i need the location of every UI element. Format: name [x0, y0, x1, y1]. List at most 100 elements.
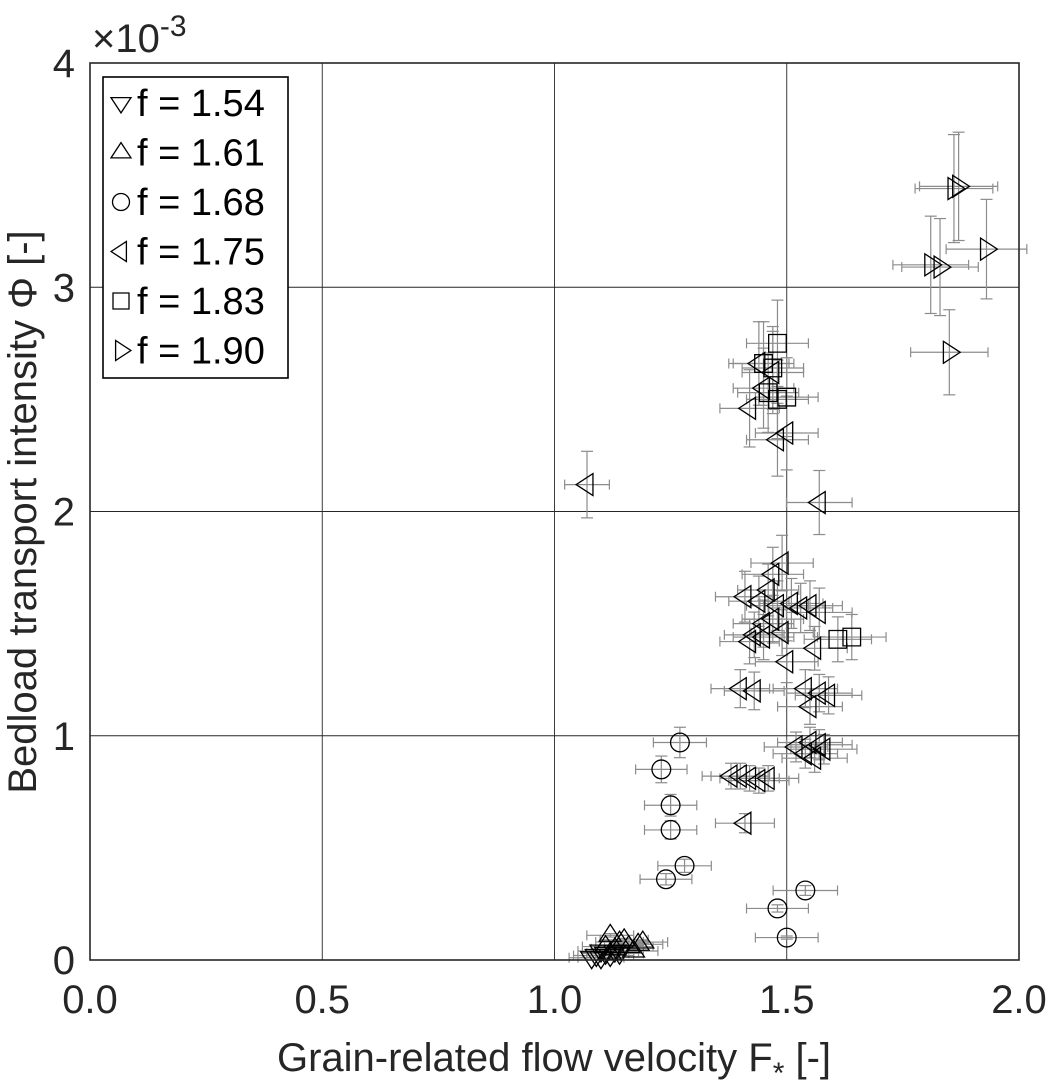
error-bar	[657, 858, 712, 874]
data-point	[947, 176, 967, 201]
data-point	[574, 472, 594, 497]
data-point	[732, 584, 752, 609]
data-point	[765, 427, 785, 452]
error-bar	[763, 731, 829, 763]
data-point	[793, 676, 812, 701]
data-point	[774, 420, 794, 446]
data-point	[952, 174, 971, 199]
data-point	[737, 629, 757, 654]
data-point	[768, 333, 787, 353]
data-point	[760, 360, 780, 385]
data-point	[807, 490, 826, 515]
error-bar	[745, 903, 809, 914]
data-point	[732, 811, 752, 836]
y-tick-labels: 0 1 2 3 4	[53, 42, 75, 983]
y-exponent-base: ×10	[92, 17, 160, 61]
x-tick-label: 2.0	[991, 978, 1047, 1022]
data-point	[760, 606, 780, 632]
error-bar	[643, 793, 698, 817]
y-tick-label: 1	[53, 715, 75, 759]
data-point	[933, 254, 953, 280]
x-tick-label: 1.0	[527, 978, 583, 1022]
legend-marker	[114, 339, 133, 362]
data-point	[651, 759, 672, 780]
data-point	[776, 927, 797, 948]
data-point	[746, 768, 766, 793]
x-axis-title-main: Grain-related flow velocity F	[277, 1036, 773, 1080]
data-point	[807, 680, 826, 706]
data-point	[942, 340, 962, 365]
error-bar	[719, 369, 780, 448]
data-point	[770, 620, 789, 645]
data-point	[797, 593, 817, 618]
legend: f = 1.54 f = 1.61 f = 1.68 f = 1.75 f = 1.83…	[102, 76, 289, 379]
legend-marker	[109, 240, 128, 263]
data-point	[751, 375, 771, 401]
data-point	[760, 562, 780, 587]
data-point	[774, 649, 794, 674]
data-point	[795, 880, 816, 901]
legend-marker	[112, 292, 130, 310]
y-axis-title: Bedload transport intensity Φ [-]	[1, 230, 45, 793]
error-bar	[785, 469, 853, 536]
legend-label: f = 1.61	[137, 133, 265, 175]
error-bar	[781, 743, 848, 773]
data-point	[768, 389, 787, 409]
x-axis-title: Grain-related flow velocity F* [-]	[277, 1036, 831, 1086]
error-bar	[816, 613, 887, 661]
legend-label: f = 1.54	[137, 83, 265, 125]
y-exponent-power: -3	[160, 10, 187, 43]
error-bar	[723, 671, 785, 711]
data-point	[924, 252, 943, 278]
data-point	[674, 855, 695, 876]
x-tick-label: 1.5	[759, 978, 815, 1022]
error-bar	[652, 726, 708, 759]
data-point	[611, 927, 637, 947]
data-point	[770, 550, 789, 576]
y-tick-label: 2	[53, 491, 75, 535]
data-point	[756, 577, 775, 603]
error-bar	[918, 131, 999, 242]
data-point	[763, 358, 783, 378]
y-tick-label: 3	[53, 266, 75, 310]
x-tick-label: 0.0	[62, 978, 118, 1022]
legend-marker	[111, 192, 131, 212]
data-point	[802, 745, 822, 771]
legend-marker	[109, 141, 133, 159]
data-point	[607, 946, 632, 966]
error-bar	[945, 198, 1028, 300]
data-point	[660, 795, 681, 816]
data-point	[630, 929, 655, 949]
data-point	[811, 737, 831, 762]
x-axis-title-subscript: *	[773, 1057, 785, 1086]
error-bar	[914, 133, 994, 244]
error-bar	[754, 932, 819, 943]
data-point	[828, 629, 848, 649]
data-point	[802, 636, 822, 661]
data-point	[588, 944, 614, 964]
error-bar	[564, 450, 610, 519]
data-point	[842, 627, 862, 647]
data-point	[737, 396, 757, 421]
data-point	[788, 595, 808, 621]
data-point	[777, 387, 797, 407]
data-point	[660, 819, 681, 840]
legend-label: f = 1.68	[137, 182, 265, 224]
error-bar	[785, 673, 853, 713]
error-bar	[772, 885, 839, 896]
legend-box	[102, 76, 289, 379]
error-bar	[732, 613, 795, 661]
error-bar	[910, 309, 989, 396]
data-point	[979, 236, 999, 262]
data-point	[751, 624, 771, 650]
y-tick-label: 0	[53, 939, 75, 983]
data-point	[758, 383, 778, 403]
x-tick-labels: 0.0 0.5 1.0 1.5 2.0	[62, 978, 1047, 1022]
error-bar	[776, 580, 843, 632]
legend-marker	[109, 96, 133, 115]
data-point	[718, 763, 738, 789]
data-point	[816, 683, 836, 708]
data-point	[746, 588, 766, 614]
x-axis-title-unit: [-]	[784, 1036, 831, 1080]
